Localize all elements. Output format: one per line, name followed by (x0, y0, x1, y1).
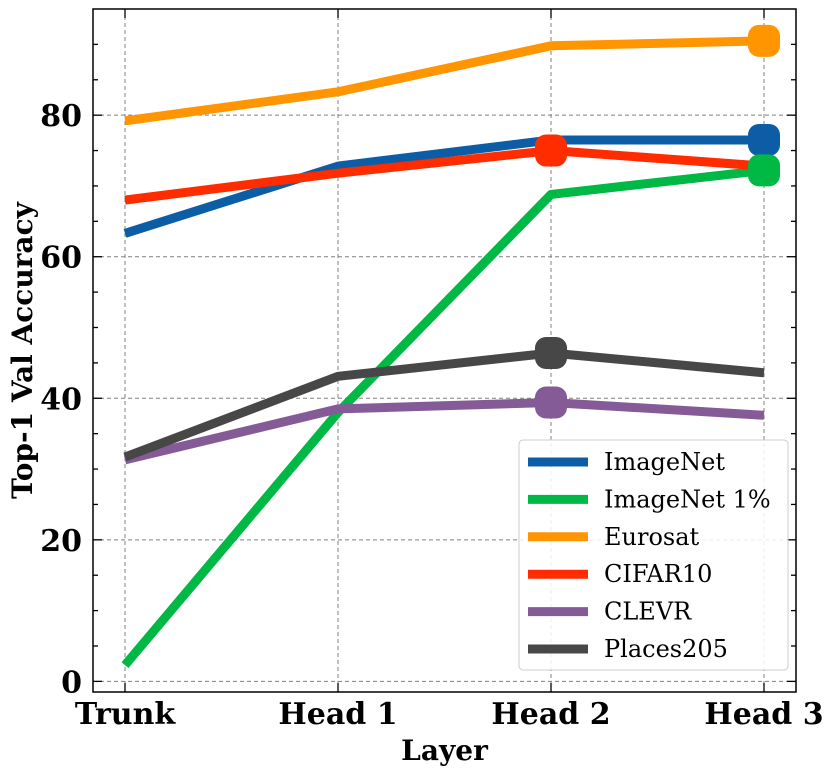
y-tick-label: 80 (40, 99, 82, 134)
x-tick-label: Head 1 (278, 697, 397, 732)
legend-label: Eurosat (604, 523, 700, 551)
legend-label: ImageNet 1% (604, 485, 771, 513)
y-tick-label: 60 (40, 241, 82, 276)
x-tick-label: Head 2 (491, 697, 610, 732)
y-tick-labels: 0 20 40 60 80 (40, 99, 82, 700)
series-marker (535, 336, 567, 369)
series-line (124, 146, 765, 205)
x-tick-label: Head 3 (704, 697, 823, 732)
plot-frame (92, 8, 797, 693)
axis-ticks (93, 9, 796, 692)
legend: ImageNet ImageNet 1% Eurosat CIFAR10 CLEVR Pl… (518, 439, 789, 671)
x-tick-labels: Trunk Head 1 Head 2 Head 3 (75, 697, 824, 732)
y-tick-label: 0 (61, 665, 82, 700)
series-line (124, 36, 765, 126)
y-tick-label: 20 (40, 524, 82, 559)
legend-label: ImageNet (604, 448, 725, 476)
y-axis-label: Top-1 Val Accuracy (6, 201, 39, 499)
y-tick-label: 40 (40, 382, 82, 417)
series-marker (748, 123, 780, 156)
series-lines (121, 36, 765, 669)
series-marker (535, 134, 567, 167)
x-axis-label: Layer (401, 734, 489, 767)
legend-label: CIFAR10 (604, 560, 712, 588)
series-line (123, 348, 765, 462)
legend-label: Places205 (604, 635, 728, 663)
series-markers (535, 24, 780, 419)
series-line (121, 165, 765, 669)
legend-label: CLEVR (604, 598, 692, 626)
x-tick-label: Trunk (75, 697, 177, 732)
series-line (123, 398, 765, 465)
series-marker (748, 154, 780, 187)
series-marker (748, 24, 780, 57)
series-marker (535, 386, 567, 419)
series-line (123, 135, 764, 238)
